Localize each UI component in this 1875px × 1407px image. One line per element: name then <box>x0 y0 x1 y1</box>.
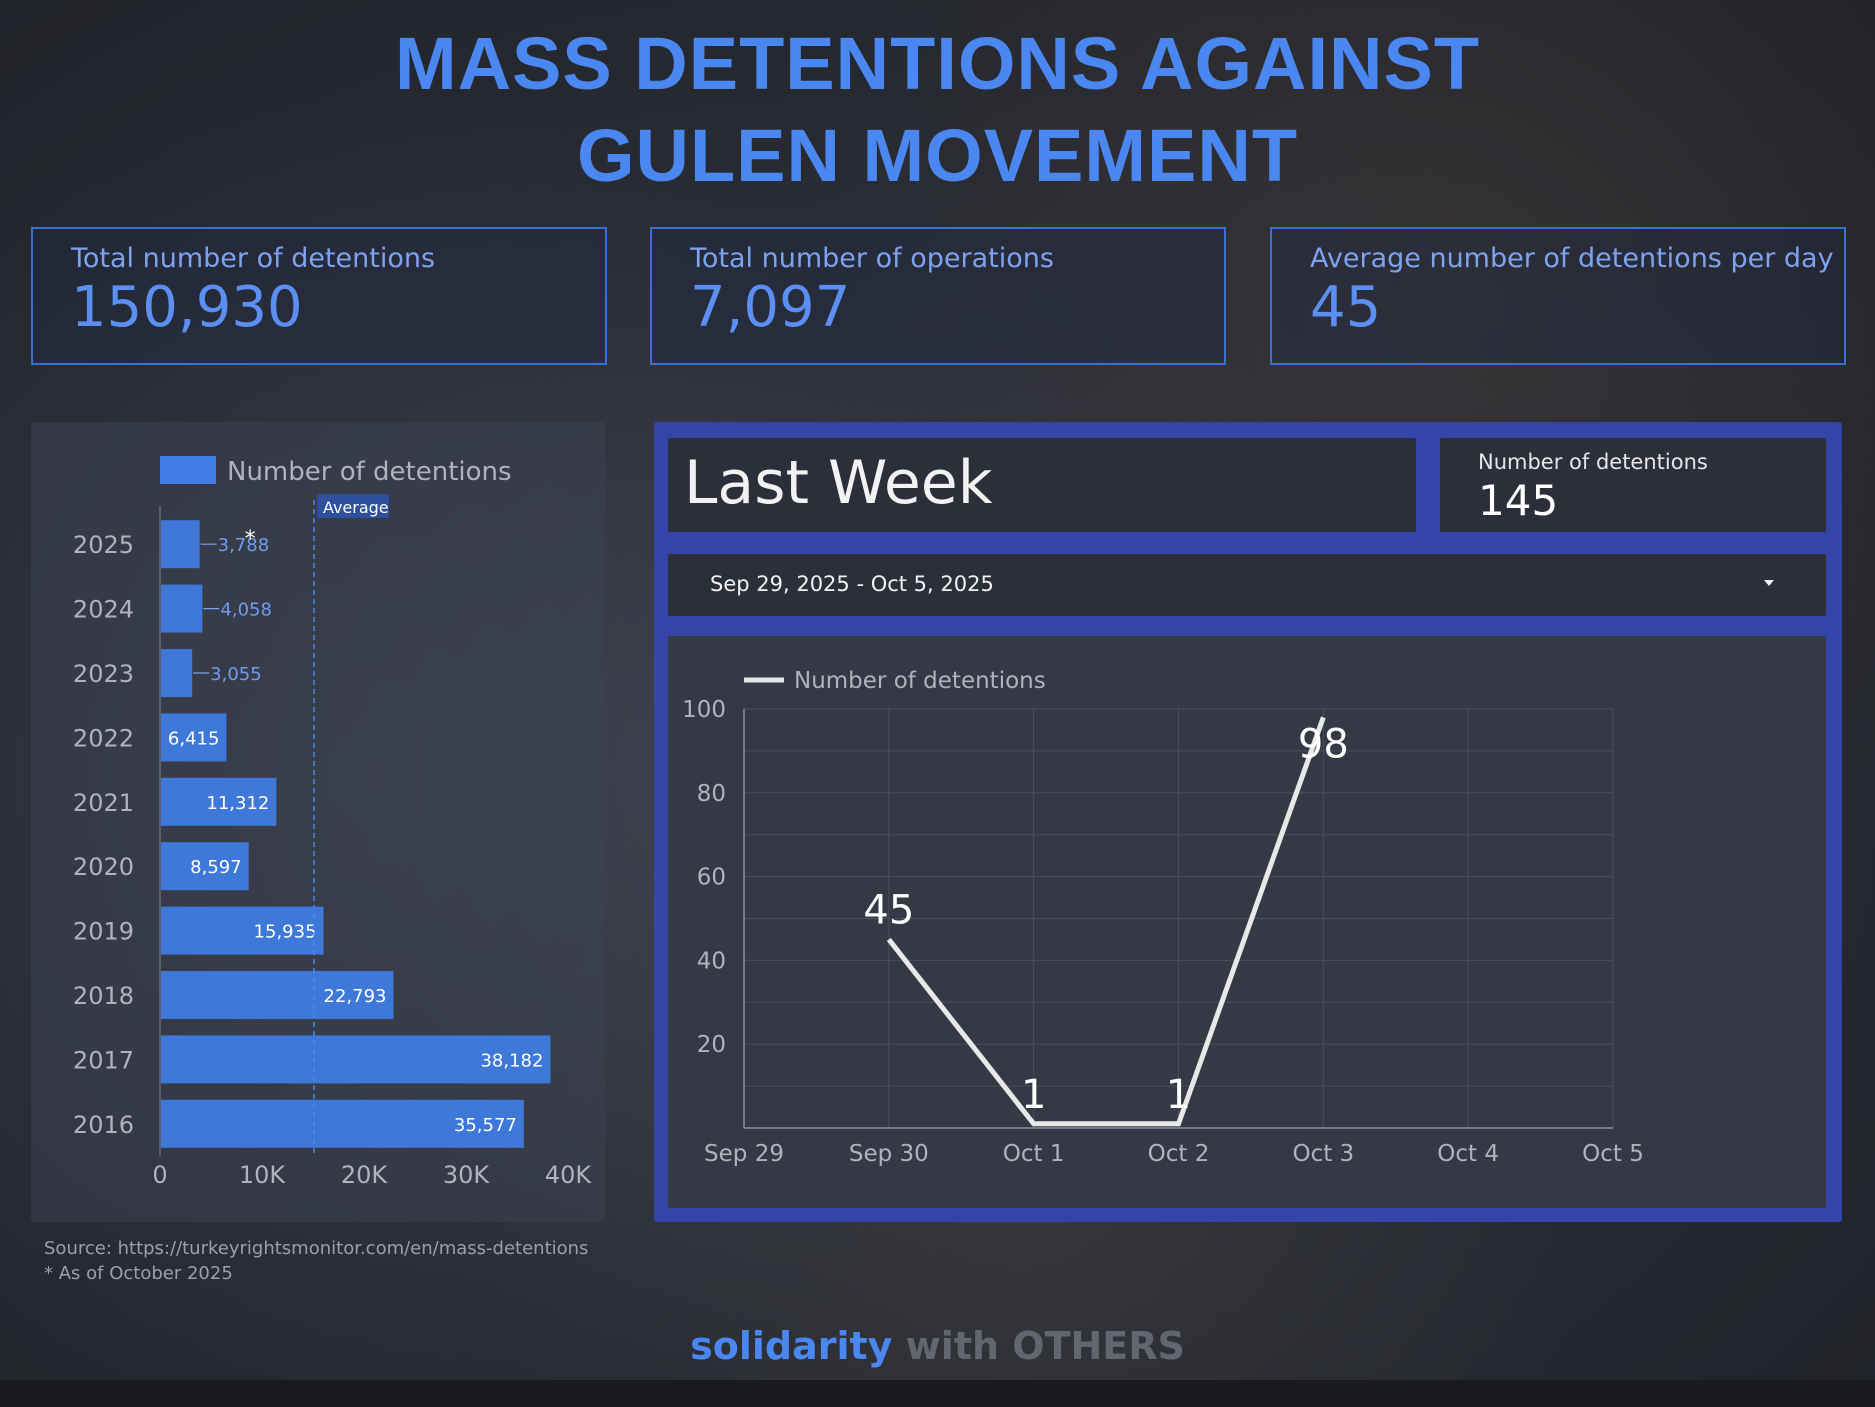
x-tick-label: Sep 29 <box>704 1141 784 1167</box>
kpi-value: 7,097 <box>690 275 851 340</box>
bottom-bar <box>0 1380 1875 1407</box>
y-tick-label: 40 <box>697 948 726 974</box>
x-tick-label: 40K <box>545 1161 593 1189</box>
average-label: Average <box>323 498 389 517</box>
date-range-selector[interactable]: Sep 29, 2025 - Oct 5, 2025 <box>668 554 1826 616</box>
x-tick-label: Oct 1 <box>1003 1141 1065 1167</box>
bar-value-label: 11,312 <box>206 793 269 814</box>
x-tick-label: 10K <box>239 1161 287 1189</box>
last-week-title: Last Week <box>684 448 993 518</box>
source-note: Source: https://turkeyrightsmonitor.com/… <box>44 1236 588 1286</box>
x-tick-label: Sep 30 <box>849 1141 929 1167</box>
bar-value-label: 4,058 <box>220 600 272 621</box>
legend-swatch <box>160 456 216 484</box>
yearly-detentions-panel: Number of detentions 3,788 * 4,058 3,055 6,4… <box>31 422 605 1222</box>
bar-value-label: 38,182 <box>480 1050 543 1071</box>
kpi-value: 150,930 <box>71 275 303 340</box>
source-line: Source: https://turkeyrightsmonitor.com/… <box>44 1238 589 1259</box>
kpi-total-operations: Total number of operations 7,097 <box>650 227 1226 365</box>
asof-note: * As of October 2025 <box>44 1263 233 1284</box>
x-tick-label: Oct 4 <box>1437 1141 1499 1167</box>
kpi-average-per-day: Average number of detentions per day 45 <box>1270 227 1846 365</box>
last-week-line-chart: Number of detentions 45 1 1 98 Sep 29 Sep 30… <box>682 668 1644 1167</box>
series-line <box>886 716 1326 1127</box>
legend-label: Number of detentions <box>227 457 512 487</box>
bar-value-label: 22,793 <box>324 986 387 1007</box>
bar <box>161 971 394 1019</box>
bar-value-label: 35,577 <box>454 1115 517 1136</box>
footer-brand-part1: solidarity <box>690 1324 893 1368</box>
y-tick-label: 80 <box>697 781 726 807</box>
y-tick-label: 20 <box>697 1032 726 1058</box>
bar <box>161 1099 524 1148</box>
x-tick-label: 30K <box>443 1161 491 1189</box>
last-week-chart-area: Number of detentions 45 1 1 98 Sep 29 Sep 30… <box>668 636 1826 1208</box>
category-label: 2016 <box>73 1111 134 1139</box>
page-title: MASS DETENTIONS AGAINST GULEN MOVEMENT <box>0 18 1875 202</box>
data-label: 98 <box>1298 721 1349 767</box>
scorecard-label: Number of detentions <box>1478 450 1708 474</box>
x-tick-label: 0 <box>152 1161 167 1189</box>
kpi-label: Total number of detentions <box>71 243 436 274</box>
kpi-total-detentions: Total number of detentions 150,930 <box>31 227 607 365</box>
footnote-asterisk: * <box>245 527 256 552</box>
category-label: 2020 <box>73 853 134 881</box>
x-tick-label: Oct 2 <box>1148 1141 1210 1167</box>
bar <box>161 649 193 697</box>
data-label: 1 <box>1166 1072 1191 1118</box>
legend-label: Number of detentions <box>794 668 1046 694</box>
data-label: 45 <box>863 887 914 933</box>
category-label: 2024 <box>73 596 134 624</box>
x-tick-label: Oct 5 <box>1582 1141 1644 1167</box>
caret-down-icon[interactable] <box>1764 580 1774 586</box>
category-label: 2021 <box>73 789 134 817</box>
category-label: 2025 <box>73 531 134 559</box>
category-label: 2018 <box>73 982 134 1010</box>
bar-value-label: 6,415 <box>168 728 220 749</box>
bar-value-label: 3,788 <box>218 535 270 556</box>
x-tick-label: Oct 3 <box>1292 1141 1354 1167</box>
last-week-header: Last Week <box>668 438 1416 532</box>
kpi-value: 45 <box>1310 275 1382 340</box>
page-title-line-2: GULEN MOVEMENT <box>576 114 1299 197</box>
page-title-line-1: MASS DETENTIONS AGAINST <box>394 22 1481 105</box>
bar <box>161 713 227 762</box>
category-label: 2017 <box>73 1046 134 1074</box>
bar <box>161 520 200 569</box>
category-label: 2019 <box>73 918 134 946</box>
yearly-detentions-chart: Number of detentions 3,788* 4,058 3,055 6,4… <box>73 456 593 1189</box>
footer-brand: solidarity with OTHERS <box>0 1324 1875 1368</box>
last-week-scorecard: Number of detentions 145 <box>1440 438 1826 532</box>
average-label-bg <box>316 494 389 518</box>
bar <box>161 1035 551 1084</box>
bar <box>161 777 277 826</box>
bar-value-label: 8,597 <box>190 857 242 878</box>
category-label: 2022 <box>73 724 134 752</box>
category-label: 2023 <box>73 660 134 688</box>
y-tick-label: 100 <box>682 697 726 723</box>
bar <box>161 842 249 891</box>
scorecard-value: 145 <box>1478 476 1559 525</box>
bar <box>161 584 203 633</box>
bar-value-label: 3,055 <box>210 664 262 685</box>
kpi-label: Average number of detentions per day <box>1310 243 1834 274</box>
x-tick-label: 20K <box>341 1161 389 1189</box>
bar <box>161 906 324 955</box>
footer-brand-part2: with OTHERS <box>892 1324 1185 1368</box>
last-week-panel: Last Week Number of detentions 145 Sep 2… <box>654 422 1842 1222</box>
bar-value-label: 15,935 <box>254 922 317 943</box>
kpi-label: Total number of operations <box>690 243 1054 274</box>
date-range-value: Sep 29, 2025 - Oct 5, 2025 <box>710 572 994 596</box>
y-tick-label: 60 <box>697 865 726 891</box>
data-label: 1 <box>1021 1072 1046 1118</box>
